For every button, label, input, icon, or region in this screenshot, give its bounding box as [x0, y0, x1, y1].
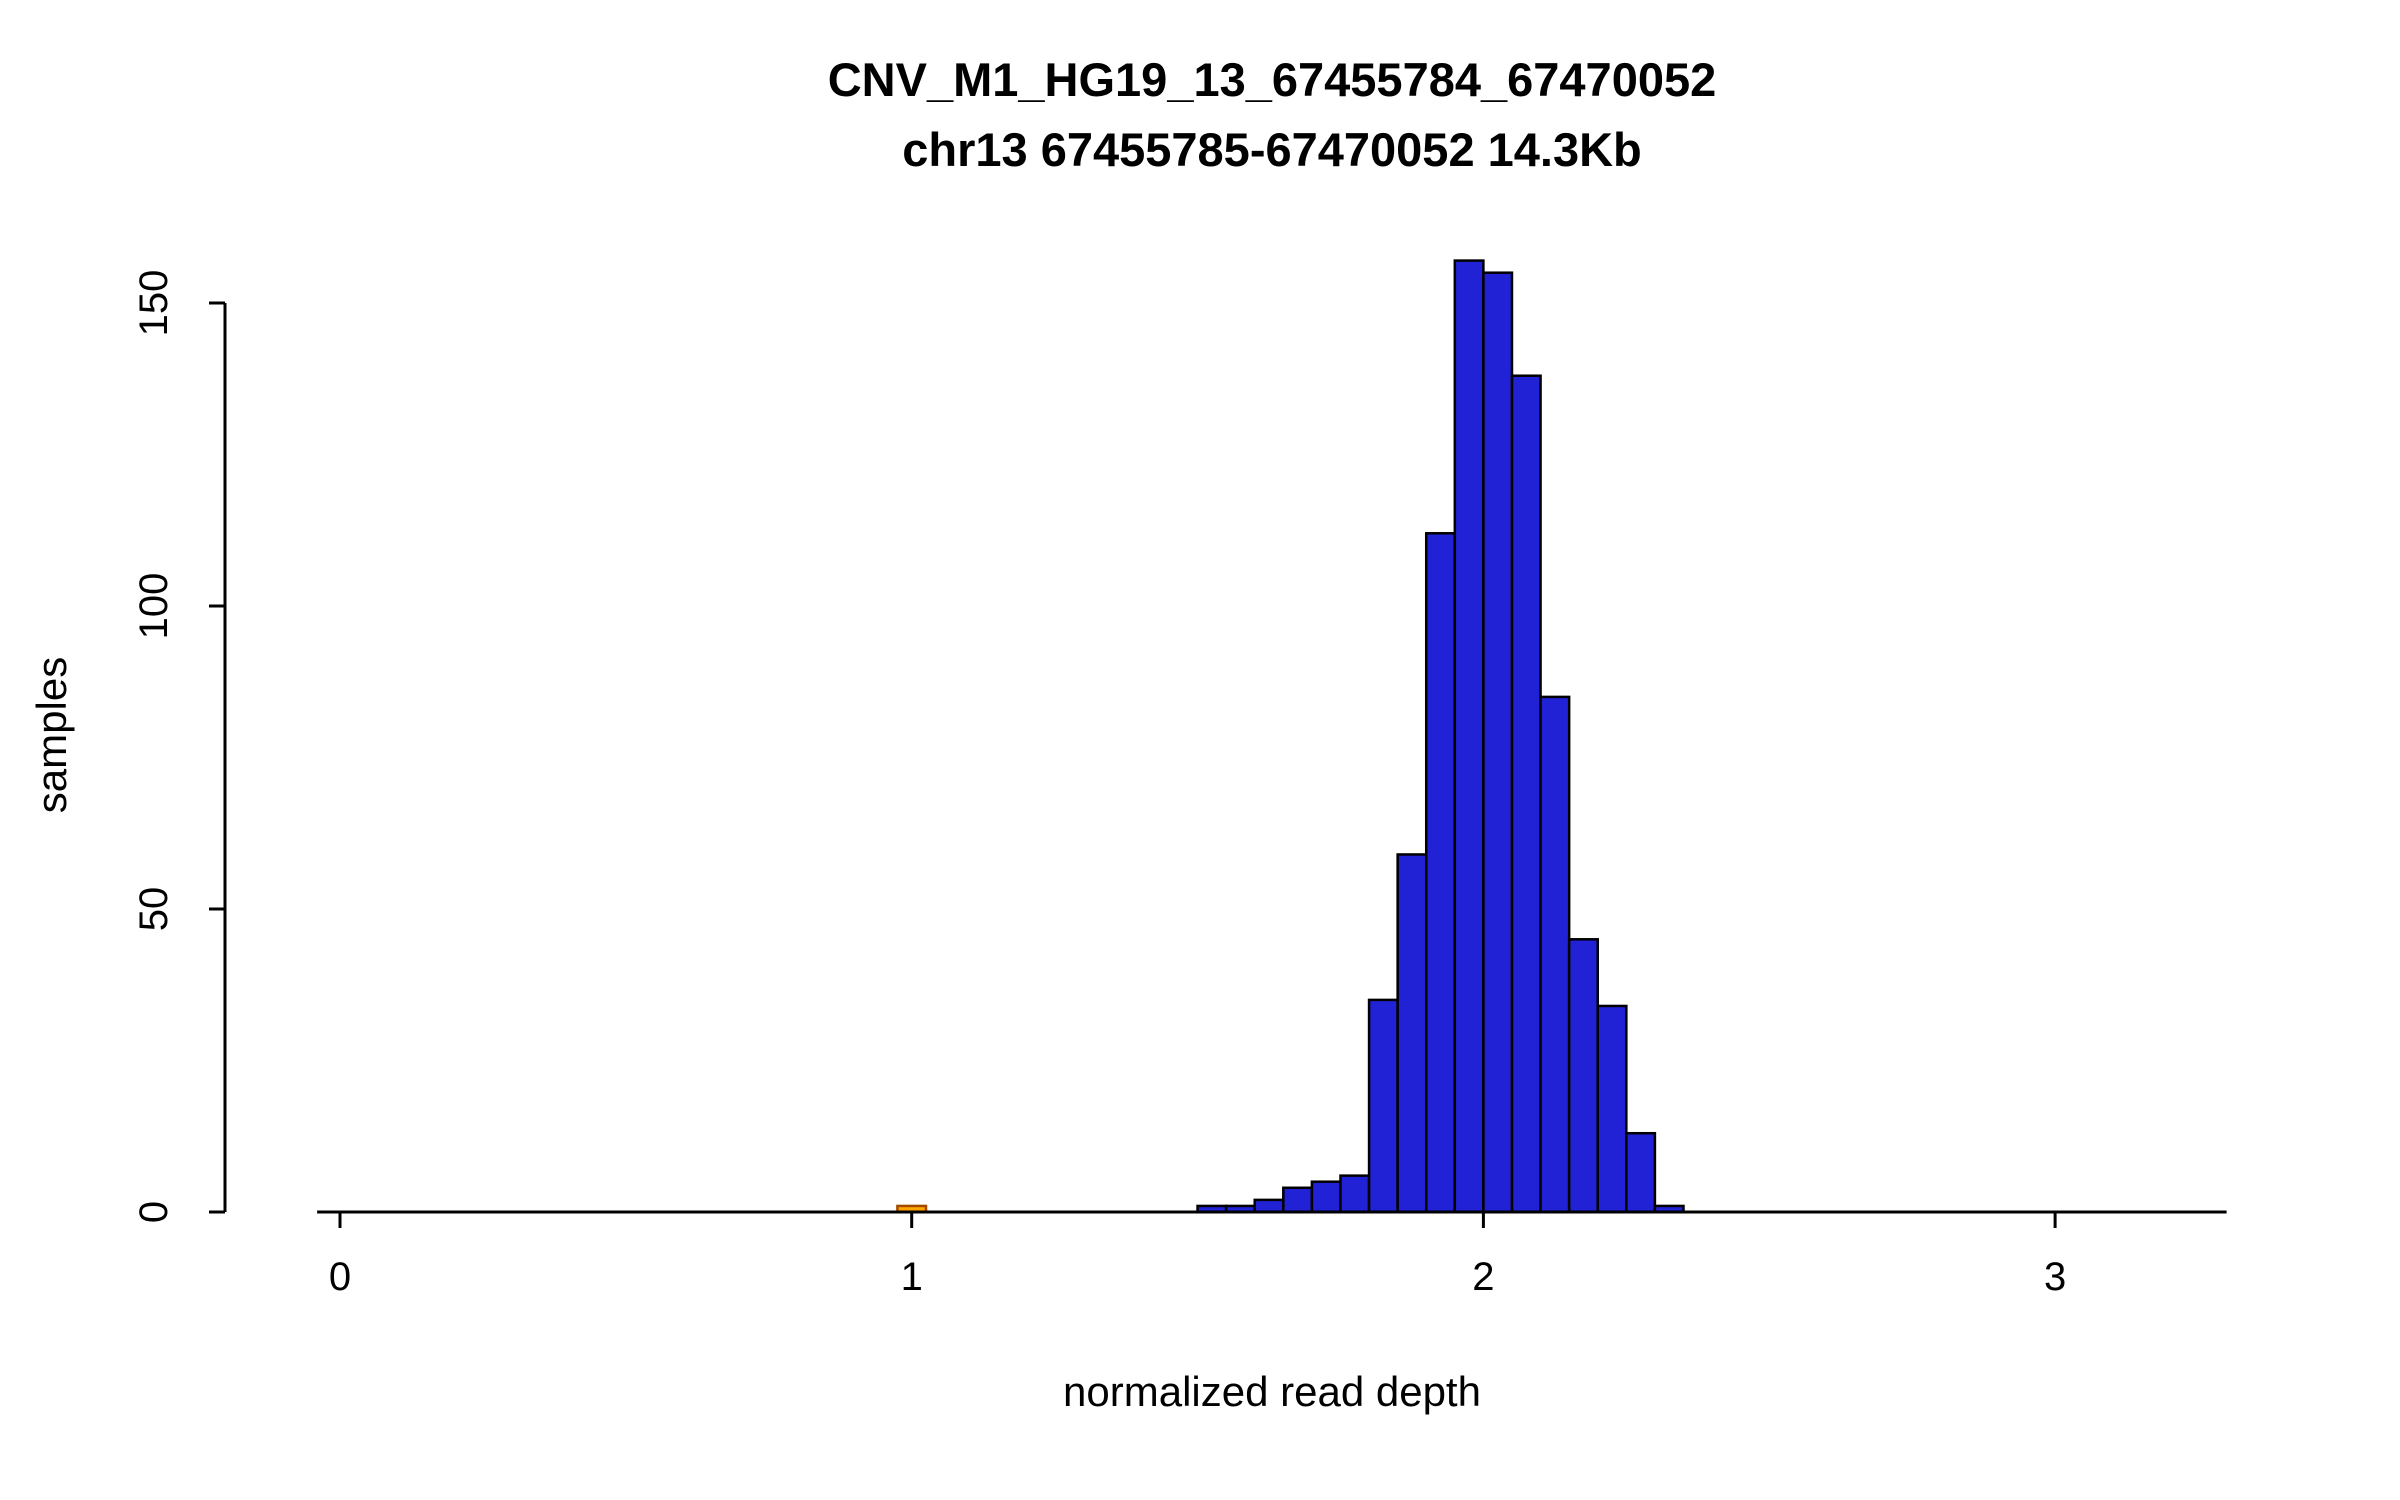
- histogram-bar: [1596, 1004, 1628, 1214]
- histogram-bar: [1424, 532, 1457, 1214]
- y-tick-label: 0: [132, 1201, 176, 1223]
- histogram-bar: [1625, 1131, 1657, 1214]
- histogram-bar: [1396, 853, 1428, 1214]
- histogram-bar: [1567, 938, 1599, 1214]
- histogram-bar: [1310, 1180, 1342, 1214]
- histogram-bar: [1282, 1186, 1314, 1214]
- histogram-bar: [1482, 271, 1514, 1214]
- chart-subtitle: chr13 67455785-67470052 14.3Kb: [902, 123, 1642, 176]
- x-tick-label: 3: [2044, 1255, 2066, 1299]
- histogram-bar: [1539, 695, 1571, 1214]
- histogram-bar: [1253, 1198, 1285, 1214]
- y-tick-label: 150: [132, 270, 176, 337]
- histogram-bar: [1453, 259, 1485, 1214]
- y-tick-label: 50: [132, 887, 176, 932]
- chart-title: CNV_M1_HG19_13_67455784_67470052: [827, 53, 1717, 106]
- x-tick-label: 0: [329, 1255, 351, 1299]
- x-tick-label: 1: [901, 1255, 923, 1299]
- histogram-bar: [1339, 1174, 1371, 1214]
- x-tick-label: 2: [1472, 1255, 1494, 1299]
- y-tick-label: 100: [132, 573, 176, 640]
- x-axis-label: normalized read depth: [1063, 1368, 1481, 1415]
- histogram-bar: [1367, 998, 1399, 1214]
- histogram-bar: [1510, 374, 1542, 1214]
